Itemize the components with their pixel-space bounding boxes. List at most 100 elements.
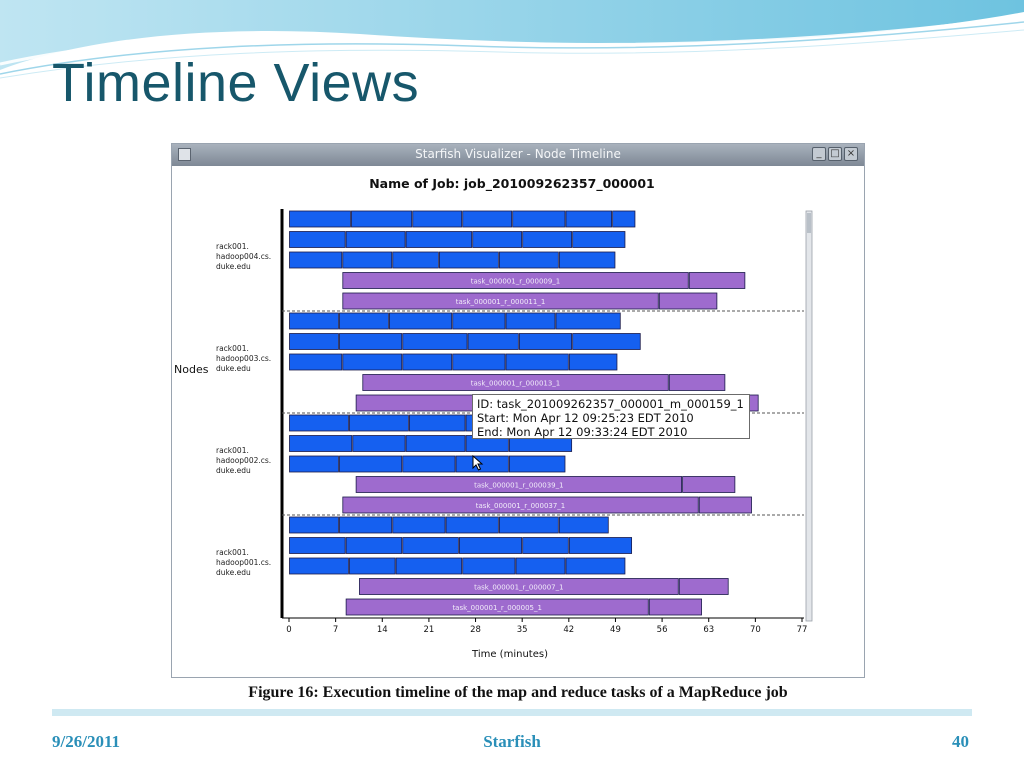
maximize-button[interactable]: □ bbox=[828, 147, 842, 161]
map-task-bar bbox=[452, 312, 506, 330]
x-tick-label: 63 bbox=[703, 625, 714, 635]
map-task-bar bbox=[289, 455, 339, 473]
map-task-bar bbox=[289, 516, 339, 534]
map-task-bar bbox=[518, 333, 573, 350]
map-task-bar bbox=[402, 537, 459, 554]
footer-date: 9/26/2011 bbox=[52, 732, 121, 751]
map-task-bar bbox=[568, 353, 618, 371]
reduce-task-label: task_000001_r_000009_1 bbox=[471, 278, 561, 286]
map-task-bar bbox=[505, 312, 556, 330]
map-task-bar bbox=[402, 353, 453, 371]
map-task-bar bbox=[412, 210, 463, 228]
node-label-line: hadoop003.cs. bbox=[216, 354, 271, 363]
map-task-bar bbox=[467, 333, 519, 350]
minimize-icon: _ bbox=[816, 148, 822, 159]
node-label-line: duke.edu bbox=[216, 262, 251, 271]
map-task-bar bbox=[445, 516, 499, 534]
reduce-task-bar bbox=[698, 496, 752, 514]
map-task-bar bbox=[392, 251, 439, 269]
map-task-bar bbox=[405, 435, 466, 452]
x-tick-label: 77 bbox=[797, 625, 808, 635]
map-task-bar bbox=[498, 251, 559, 269]
task-tooltip: ID: task_201009262357_000001_m_000159_1 … bbox=[472, 394, 750, 439]
window-titlebar[interactable]: Starfish Visualizer - Node Timeline _ □ … bbox=[172, 144, 864, 166]
map-task-bar bbox=[342, 353, 403, 371]
x-tick-label: 56 bbox=[657, 625, 668, 635]
map-task-bar bbox=[572, 231, 626, 248]
x-tick-label: 35 bbox=[517, 625, 528, 635]
reduce-task-label: task_000001_r_000013_1 bbox=[471, 380, 561, 388]
node-label-line: hadoop001.cs. bbox=[216, 558, 271, 567]
tooltip-start: Start: Mon Apr 12 09:25:23 EDT 2010 bbox=[477, 411, 694, 425]
footer-center: Starfish bbox=[483, 732, 541, 751]
x-axis-label: Time (minutes) bbox=[471, 649, 548, 660]
reduce-task-label: task_000001_r_000007_1 bbox=[474, 584, 564, 592]
node-label-line: rack001. bbox=[216, 446, 249, 455]
reduce-task-bar bbox=[342, 496, 699, 514]
x-tick-label: 14 bbox=[377, 625, 388, 635]
map-task-bar bbox=[339, 312, 389, 330]
x-tick-label: 21 bbox=[423, 625, 434, 635]
reduce-task-label: task_000001_r_000037_1 bbox=[476, 502, 566, 510]
node-label-line: hadoop004.cs. bbox=[216, 252, 271, 261]
mouse-cursor-icon bbox=[472, 455, 484, 471]
map-task-bar bbox=[515, 557, 566, 575]
map-task-bar bbox=[345, 537, 403, 554]
node-label-line: duke.edu bbox=[216, 364, 251, 373]
maximize-icon: □ bbox=[830, 148, 840, 159]
map-task-bar bbox=[289, 557, 349, 575]
map-task-bar bbox=[339, 333, 403, 350]
tooltip-id: ID: task_201009262357_000001_m_000159_1 bbox=[477, 397, 744, 411]
map-task-bar bbox=[351, 210, 413, 228]
node-label-line: duke.edu bbox=[216, 568, 251, 577]
map-task-bar bbox=[505, 353, 569, 371]
map-task-bar bbox=[349, 414, 409, 432]
map-task-bar bbox=[558, 251, 616, 269]
x-tick-label: 7 bbox=[333, 625, 338, 635]
reduce-task-bar bbox=[355, 476, 682, 493]
node-timeline-chart: Name of Job: job_201009262357_000001 Node… bbox=[174, 176, 813, 660]
x-tick-label: 0 bbox=[286, 625, 291, 635]
reduce-task-label: task_000001_r_000011_1 bbox=[456, 298, 546, 306]
map-task-bar bbox=[558, 516, 609, 534]
map-task-bar bbox=[352, 435, 406, 452]
map-task-bar bbox=[289, 414, 349, 432]
close-icon: × bbox=[846, 148, 856, 159]
map-task-bar bbox=[439, 251, 499, 269]
chart-title: Name of Job: job_201009262357_000001 bbox=[369, 176, 655, 192]
map-task-bar bbox=[402, 455, 456, 473]
map-task-bar bbox=[508, 455, 566, 473]
map-task-bar bbox=[339, 455, 403, 473]
header-wave-decoration bbox=[0, 0, 1024, 79]
window-title: Starfish Visualizer - Node Timeline bbox=[415, 147, 621, 161]
map-task-bar bbox=[522, 231, 573, 248]
app-icon bbox=[178, 148, 191, 161]
node-label-line: duke.edu bbox=[216, 466, 251, 475]
map-task-bar bbox=[395, 557, 463, 575]
reduce-task-bar bbox=[668, 374, 726, 391]
map-task-bar bbox=[498, 516, 559, 534]
map-task-bar bbox=[409, 414, 466, 432]
reduce-task-bar bbox=[688, 272, 746, 289]
map-task-bar bbox=[472, 231, 523, 248]
map-task-bar bbox=[289, 231, 346, 248]
figure-caption: Figure 16: Execution timeline of the map… bbox=[248, 684, 788, 701]
map-task-bar bbox=[392, 516, 446, 534]
map-task-bar bbox=[389, 312, 453, 330]
map-task-bar bbox=[458, 537, 523, 554]
map-task-bar bbox=[462, 557, 516, 575]
x-tick-label: 28 bbox=[470, 625, 481, 635]
close-button[interactable]: × bbox=[844, 147, 858, 161]
reduce-task-bar bbox=[359, 578, 679, 595]
map-task-bar bbox=[512, 210, 566, 228]
node-label-line: rack001. bbox=[216, 242, 249, 251]
map-task-bar bbox=[565, 210, 613, 228]
map-task-bar bbox=[289, 312, 339, 330]
reduce-task-bar bbox=[678, 578, 729, 595]
map-task-bar bbox=[522, 537, 569, 554]
minimize-button[interactable]: _ bbox=[812, 147, 826, 161]
map-task-bar bbox=[405, 231, 473, 248]
reduce-task-bar bbox=[342, 292, 659, 310]
map-task-bar bbox=[289, 435, 353, 452]
map-task-bar bbox=[345, 231, 406, 248]
